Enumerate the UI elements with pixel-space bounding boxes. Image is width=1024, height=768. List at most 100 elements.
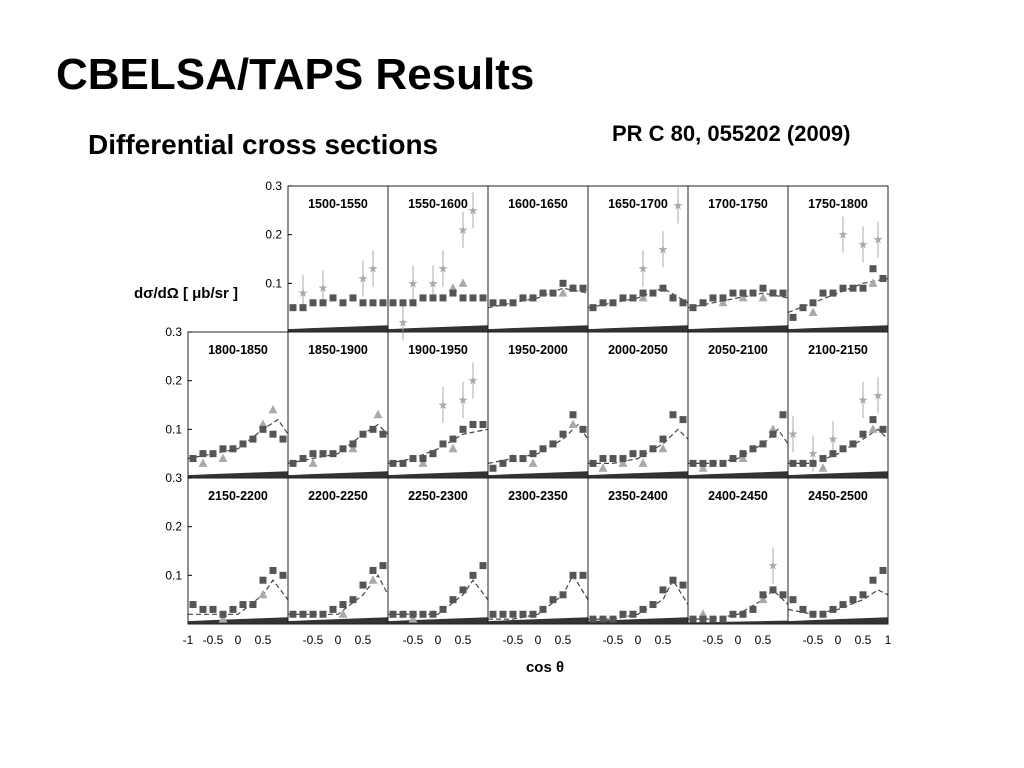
square-marker — [319, 610, 327, 618]
square-marker — [789, 313, 797, 321]
square-marker — [359, 581, 367, 589]
square-marker — [449, 289, 457, 297]
square-marker — [579, 284, 587, 292]
background-band — [388, 617, 488, 624]
x-tick-label: 0 — [235, 633, 242, 647]
square-marker — [669, 294, 677, 302]
background-band — [388, 325, 488, 332]
square-marker — [809, 610, 817, 618]
square-marker — [859, 430, 867, 438]
square-marker — [789, 596, 797, 604]
square-marker — [329, 294, 337, 302]
square-marker — [679, 416, 687, 424]
square-marker — [439, 440, 447, 448]
triangle-marker — [448, 443, 458, 453]
square-marker — [569, 284, 577, 292]
square-marker — [709, 459, 717, 467]
square-marker — [409, 299, 417, 307]
triangle-marker — [458, 278, 468, 287]
square-marker — [339, 299, 347, 307]
square-marker — [549, 596, 557, 604]
triangle-marker — [738, 292, 748, 302]
square-marker — [219, 445, 227, 453]
square-marker — [639, 450, 647, 458]
x-tick-label: 0 — [335, 633, 342, 647]
panel-1650-1700: ★ ★ ★ 1650-1700 — [587, 185, 689, 333]
square-marker — [749, 445, 757, 453]
x-tick-label: -0.5 — [603, 633, 624, 647]
square-marker — [439, 294, 447, 302]
background-band — [788, 471, 888, 478]
background-band — [688, 620, 788, 624]
panel-label: 1950-2000 — [508, 343, 568, 357]
square-marker — [269, 566, 277, 574]
triangle-marker — [738, 453, 748, 463]
square-marker — [629, 450, 637, 458]
square-marker — [639, 605, 647, 613]
panel-label: 1900-1950 — [408, 343, 468, 357]
x-tick-label: 0.5 — [755, 633, 772, 647]
panel-label: 2400-2450 — [708, 489, 768, 503]
panel-2350-2400: 2350-2400 — [587, 477, 689, 625]
square-marker — [649, 445, 657, 453]
triangle-marker — [638, 292, 648, 302]
square-marker — [189, 455, 197, 463]
triangle-marker — [598, 463, 608, 472]
triangle-marker — [818, 463, 828, 472]
square-marker — [579, 571, 587, 579]
square-marker — [699, 459, 707, 467]
square-marker — [729, 289, 737, 297]
y-axis-label: dσ/dΩ [ μb/sr ] — [134, 285, 238, 302]
x-tick-label: -0.5 — [703, 633, 724, 647]
panel-1900-1950: ★ ★ ★ 1900-1950 — [387, 331, 489, 479]
square-marker — [279, 435, 287, 443]
square-marker — [849, 284, 857, 292]
square-marker — [349, 440, 357, 448]
triangle-marker — [638, 458, 648, 467]
fit-curve — [288, 574, 389, 615]
x-tick-label: 0 — [735, 633, 742, 647]
square-marker — [519, 294, 527, 302]
triangle-marker — [658, 443, 668, 453]
y-tick-label: 0.2 — [265, 228, 282, 242]
square-marker — [799, 605, 807, 613]
star-marker: ★ — [468, 203, 479, 217]
x-tick-label: -0.5 — [403, 633, 424, 647]
square-marker — [529, 610, 537, 618]
square-marker — [419, 455, 427, 463]
panel-2450-2500: 2450-2500 — [787, 477, 889, 625]
square-marker — [429, 294, 437, 302]
square-marker — [349, 596, 357, 604]
square-marker — [459, 425, 467, 433]
square-marker — [829, 605, 837, 613]
panel-label: 2300-2350 — [508, 489, 568, 503]
square-marker — [659, 284, 667, 292]
square-marker — [399, 459, 407, 467]
triangle-marker — [418, 458, 428, 467]
triangle-marker — [308, 458, 318, 467]
square-marker — [669, 576, 677, 584]
square-marker — [429, 610, 437, 618]
background-band — [688, 471, 788, 478]
x-tick-label: 0.5 — [355, 633, 372, 647]
square-marker — [589, 459, 597, 467]
square-marker — [269, 430, 277, 438]
square-marker — [289, 304, 297, 312]
panel-label: 1650-1700 — [608, 197, 668, 211]
square-marker — [209, 450, 217, 458]
citation: PR C 80, 055202 (2009) — [612, 121, 851, 146]
square-marker — [249, 435, 257, 443]
panel-2150-2200: 2150-2200 — [187, 477, 289, 625]
square-marker — [859, 591, 867, 599]
triangle-marker — [218, 453, 228, 463]
square-marker — [319, 299, 327, 307]
star-marker: ★ — [838, 228, 849, 242]
square-marker — [629, 610, 637, 618]
background-band — [488, 471, 588, 478]
square-marker — [529, 450, 537, 458]
square-marker — [379, 430, 387, 438]
square-marker — [809, 459, 817, 467]
square-marker — [829, 289, 837, 297]
square-marker — [639, 289, 647, 297]
